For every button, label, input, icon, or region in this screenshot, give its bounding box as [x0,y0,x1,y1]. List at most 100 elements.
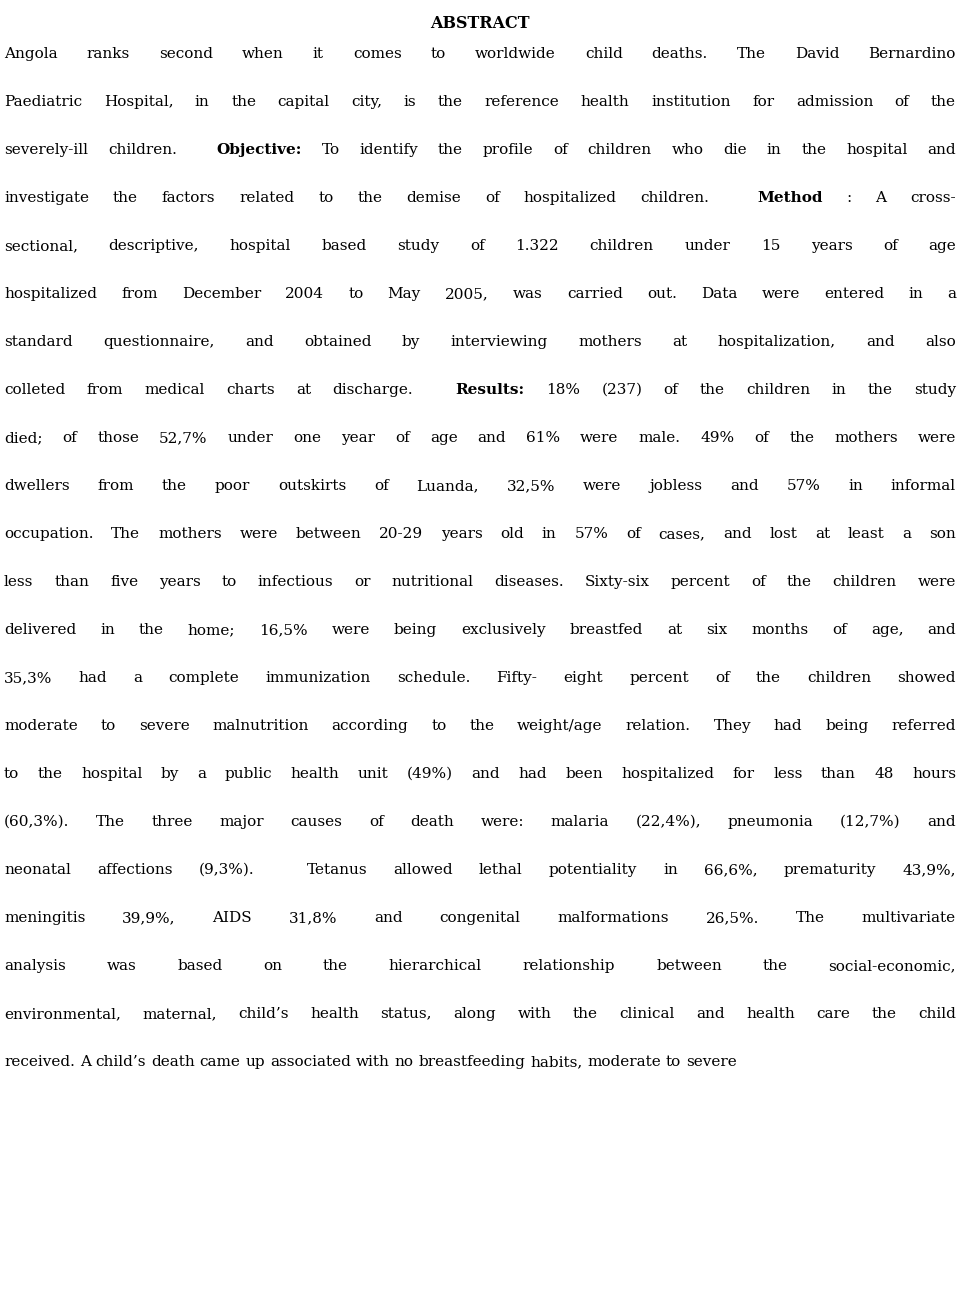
Text: hours: hours [912,766,956,780]
Text: the: the [357,190,382,205]
Text: informal: informal [891,478,956,493]
Text: (9,3%).: (9,3%). [199,863,254,877]
Text: 32,5%: 32,5% [507,478,555,493]
Text: in: in [195,95,209,108]
Text: (49%): (49%) [407,766,453,780]
Text: a: a [902,526,911,541]
Text: from: from [86,383,123,397]
Text: reference: reference [485,95,560,108]
Text: 43,9%,: 43,9%, [902,863,956,877]
Text: at: at [672,335,687,349]
Text: the: the [323,959,348,973]
Text: children: children [832,575,897,589]
Text: mothers: mothers [834,431,898,444]
Text: affections: affections [97,863,173,877]
Text: moderate: moderate [4,719,78,732]
Text: December: December [181,287,261,301]
Text: hospital: hospital [81,766,142,780]
Text: schedule.: schedule. [396,671,470,685]
Text: out.: out. [647,287,677,301]
Text: breastfed: breastfed [569,623,643,637]
Text: mothers: mothers [158,526,222,541]
Text: had: had [79,671,108,685]
Text: hierarchical: hierarchical [389,959,482,973]
Text: 61%: 61% [526,431,561,444]
Text: years: years [810,238,852,253]
Text: to: to [4,766,19,780]
Text: To: To [322,143,340,156]
Text: major: major [220,814,264,829]
Text: up: up [246,1055,265,1068]
Text: than: than [821,766,856,780]
Text: based: based [322,238,367,253]
Text: the: the [469,719,494,732]
Text: associated: associated [270,1055,350,1068]
Text: hospital: hospital [229,238,291,253]
Text: deaths.: deaths. [652,47,708,61]
Text: 57%: 57% [786,478,821,493]
Text: malformations: malformations [558,911,669,925]
Text: Bernardino: Bernardino [869,47,956,61]
Text: in: in [663,863,678,877]
Text: were: were [918,431,956,444]
Text: and: and [471,766,500,780]
Text: in: in [831,383,847,397]
Text: congenital: congenital [440,911,520,925]
Text: also: also [925,335,956,349]
Text: diseases.: diseases. [494,575,564,589]
Text: the: the [162,478,187,493]
Text: it: it [313,47,324,61]
Text: dwellers: dwellers [4,478,70,493]
Text: and: and [374,911,403,925]
Text: and: and [723,526,752,541]
Text: the: the [438,95,463,108]
Text: Angola: Angola [4,47,58,61]
Text: clinical: clinical [619,1007,675,1020]
Text: year: year [341,431,375,444]
Text: been: been [565,766,603,780]
Text: meningitis: meningitis [4,911,85,925]
Text: 48: 48 [875,766,894,780]
Text: less: less [4,575,34,589]
Text: children: children [807,671,872,685]
Text: is: is [404,95,417,108]
Text: May: May [388,287,420,301]
Text: Fifty-: Fifty- [496,671,538,685]
Text: questionnaire,: questionnaire, [103,335,214,349]
Text: allowed: allowed [394,863,453,877]
Text: habits,: habits, [530,1055,583,1068]
Text: exclusively: exclusively [461,623,545,637]
Text: of: of [553,143,568,156]
Text: relationship: relationship [523,959,615,973]
Text: with: with [517,1007,551,1020]
Text: 31,8%: 31,8% [289,911,338,925]
Text: outskirts: outskirts [277,478,346,493]
Text: ABSTRACT: ABSTRACT [430,14,530,31]
Text: years: years [441,526,483,541]
Text: a: a [947,287,956,301]
Text: mothers: mothers [578,335,642,349]
Text: for: for [732,766,755,780]
Text: severe: severe [685,1055,736,1068]
Text: maternal,: maternal, [142,1007,217,1020]
Text: The: The [796,911,825,925]
Text: Sixty-six: Sixty-six [585,575,650,589]
Text: ranks: ranks [86,47,130,61]
Text: age: age [430,431,458,444]
Text: years: years [159,575,201,589]
Text: Method: Method [757,190,823,205]
Text: hospitalized: hospitalized [523,190,616,205]
Text: worldwide: worldwide [475,47,556,61]
Text: the: the [789,431,814,444]
Text: colleted: colleted [4,383,65,397]
Text: child: child [918,1007,956,1020]
Text: home;: home; [188,623,235,637]
Text: Data: Data [701,287,737,301]
Text: to: to [222,575,237,589]
Text: multivariate: multivariate [862,911,956,925]
Text: AIDS: AIDS [212,911,252,925]
Text: and: and [731,478,758,493]
Text: discharge.: discharge. [332,383,413,397]
Text: delivered: delivered [4,623,76,637]
Text: die: die [724,143,747,156]
